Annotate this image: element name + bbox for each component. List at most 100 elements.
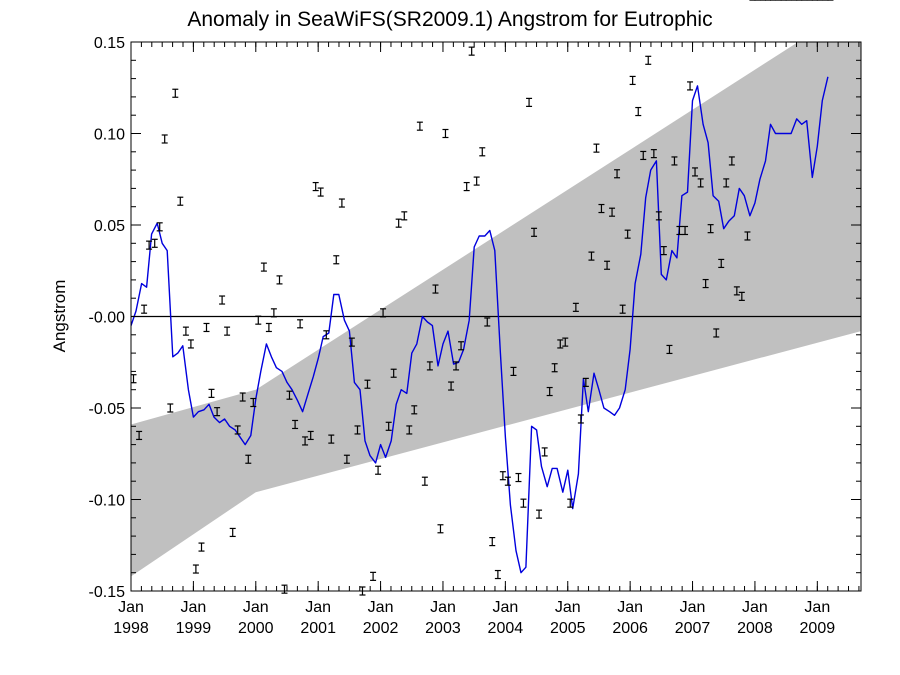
x-tick-month-label: Jan [492, 599, 518, 616]
data-point-marker [614, 169, 621, 179]
data-point-marker [317, 187, 324, 197]
data-point-marker [292, 419, 299, 430]
data-point-marker [582, 377, 589, 387]
y-tick-label: 0.15 [94, 35, 125, 52]
data-point-marker [156, 222, 163, 232]
data-point-marker [245, 454, 252, 464]
data-point-marker [650, 149, 657, 159]
x-tick-year-label: 2003 [425, 620, 461, 637]
x-tick-month-label: Jan [368, 599, 394, 616]
x-tick-month-label: Jan [804, 599, 830, 616]
data-point-marker [640, 150, 647, 161]
data-point-marker [473, 176, 480, 186]
x-tick-month-label: Jan [430, 599, 456, 616]
data-point-marker [494, 569, 501, 580]
data-point-marker [453, 361, 460, 371]
data-point-marker [567, 498, 574, 508]
data-point-marker [370, 571, 377, 581]
x-tick-year-label: 1998 [113, 620, 149, 637]
data-point-marker [416, 121, 423, 131]
x-tick-year-label: 2001 [300, 620, 336, 637]
data-point-marker [479, 147, 486, 157]
data-point-marker [219, 295, 226, 305]
data-point-marker [733, 286, 740, 296]
data-point-marker [411, 405, 418, 415]
data-point-marker [141, 304, 148, 314]
data-point-marker [702, 278, 709, 289]
data-point-marker [338, 198, 345, 208]
data-point-marker [531, 227, 538, 237]
x-tick-month-label: Jan [243, 599, 269, 616]
data-point-marker [645, 55, 652, 65]
data-point-marker [172, 88, 179, 98]
data-point-marker [515, 472, 522, 483]
data-point-marker [167, 403, 174, 413]
confidence-band [131, 42, 861, 577]
data-point-marker [260, 262, 267, 272]
data-point-marker [421, 476, 428, 486]
data-point-marker [224, 326, 231, 336]
y-tick-label: 0.05 [94, 218, 125, 235]
data-point-marker [468, 46, 475, 56]
data-point-marker [728, 156, 735, 166]
data-point-marker [333, 255, 340, 265]
data-point-marker [406, 425, 413, 435]
data-point-marker [426, 361, 433, 371]
data-point-marker [588, 251, 595, 261]
data-point-marker [328, 434, 335, 444]
data-point-marker [593, 143, 600, 153]
data-point-marker [151, 238, 158, 248]
data-point-marker [385, 421, 392, 431]
x-tick-month-label: Jan [305, 599, 331, 616]
chart-title: Anomaly in SeaWiFS(SR2009.1) Angstrom fo… [187, 8, 713, 31]
data-point-marker [510, 366, 517, 376]
data-point-marker [323, 330, 330, 340]
x-tick-year-label: 2009 [800, 620, 836, 637]
x-tick-year-label: 2006 [612, 620, 648, 637]
data-point-marker [286, 390, 293, 400]
data-point-marker [307, 430, 314, 441]
data-point-marker [395, 218, 402, 228]
data-point-marker [671, 156, 678, 166]
data-point-marker [723, 178, 730, 188]
x-tick-year-label: 2007 [675, 620, 711, 637]
monthly-points-layer [130, 0, 834, 596]
data-point-marker [401, 211, 408, 221]
data-point-marker [270, 308, 277, 318]
data-point-marker [713, 328, 720, 338]
data-point-marker [250, 397, 257, 408]
data-point-marker [598, 203, 605, 214]
data-point-marker [161, 134, 168, 144]
data-point-marker [146, 240, 153, 250]
data-point-marker [281, 584, 288, 594]
data-point-marker [562, 337, 569, 347]
data-point-marker [375, 465, 382, 475]
data-point-marker [504, 476, 511, 486]
data-point-marker [214, 407, 221, 417]
data-point-marker [635, 106, 642, 117]
data-point-marker [458, 341, 465, 351]
axes-layer: 0.150.100.05-0.00-0.05-0.10-0.15Jan1998J… [89, 35, 862, 637]
smoothed-series-line [131, 76, 829, 574]
data-point-marker [442, 128, 449, 139]
data-point-marker [687, 81, 694, 91]
x-tick-month-label: Jan [617, 599, 643, 616]
data-point-marker [348, 337, 355, 347]
data-point-marker [557, 339, 564, 349]
data-point-marker [666, 344, 673, 355]
data-point-marker [682, 225, 689, 236]
data-point-marker [655, 211, 662, 221]
data-point-marker [572, 302, 579, 312]
data-point-marker [343, 454, 350, 464]
data-point-marker [499, 471, 506, 481]
data-point-marker [448, 381, 455, 391]
data-point-marker [541, 447, 548, 457]
data-point-marker [619, 304, 626, 314]
data-point-marker [489, 536, 496, 547]
y-tick-label: -0.10 [89, 493, 126, 510]
x-tick-year-label: 2005 [550, 620, 586, 637]
data-point-marker [229, 527, 236, 538]
data-point-marker [302, 436, 309, 446]
data-point-marker [744, 231, 751, 241]
